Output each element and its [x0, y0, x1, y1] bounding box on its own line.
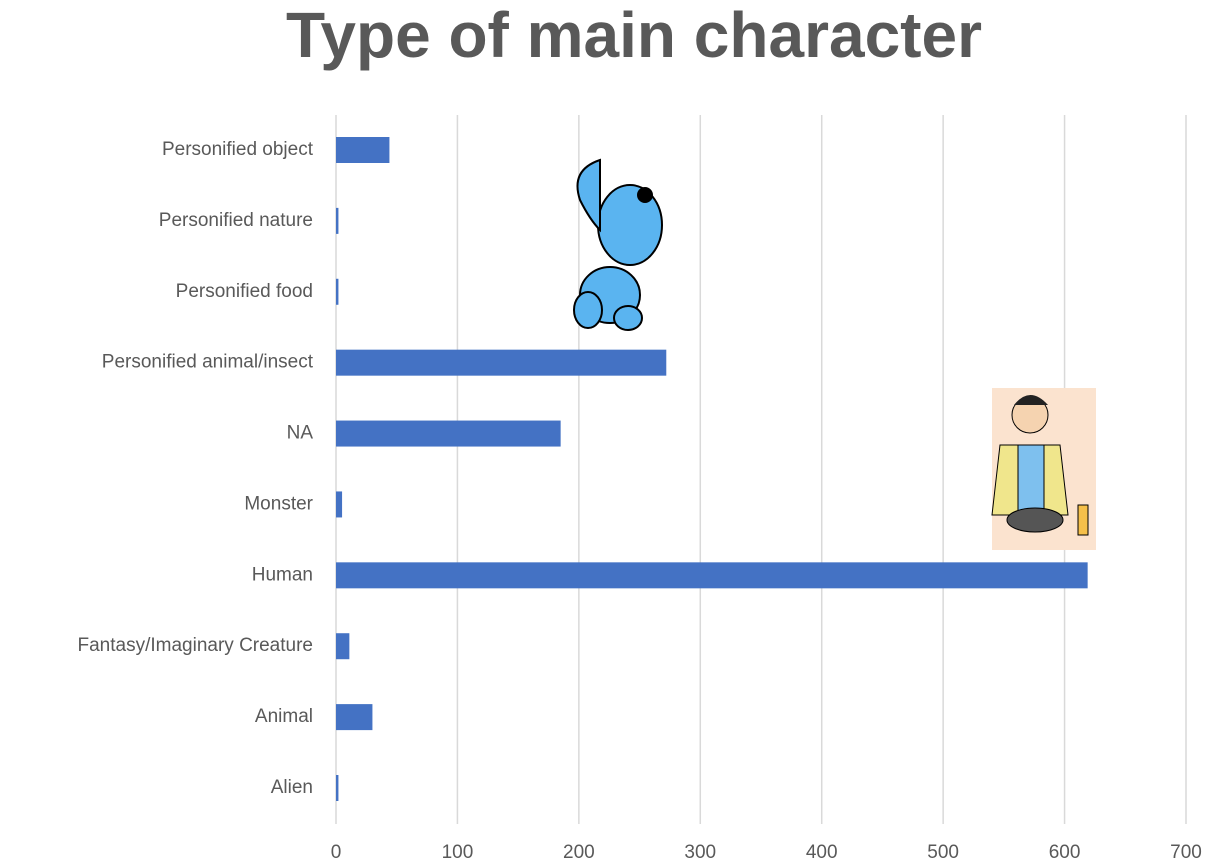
- chart-title: Type of main character: [286, 0, 982, 71]
- x-tick-label: 0: [331, 842, 342, 863]
- y-tick-label: Personified food: [176, 281, 313, 302]
- y-tick-label: Personified nature: [159, 210, 313, 231]
- bar: [336, 633, 350, 660]
- x-tick-label: 700: [1170, 842, 1202, 863]
- bar: [336, 562, 1088, 589]
- bar: [336, 137, 390, 163]
- x-tick-label: 300: [684, 842, 716, 863]
- y-tick-label: Monster: [244, 493, 313, 514]
- bars: Alien Animal Fantasy/Imaginary Creature Hum…: [78, 137, 1088, 801]
- bar: [336, 278, 339, 305]
- bar: [336, 349, 667, 376]
- y-tick-label: Human: [252, 564, 313, 585]
- bar: [336, 704, 373, 731]
- bar: [336, 420, 561, 447]
- y-tick-label: Alien: [271, 777, 313, 798]
- y-tick-label: Personified object: [162, 139, 314, 160]
- x-tick-label: 600: [1049, 842, 1081, 863]
- x-tick-label: 200: [563, 842, 595, 863]
- y-tick-label: Animal: [255, 706, 313, 727]
- bar: [336, 775, 339, 801]
- bar: [336, 207, 339, 234]
- x-tick-label: 500: [927, 842, 959, 863]
- y-tick-label: Fantasy/Imaginary Creature: [78, 635, 314, 656]
- grid: 0 100 200 300 400 500 600 700: [331, 115, 1202, 863]
- y-tick-label: Personified animal/insect: [102, 352, 314, 373]
- cook-clipart: [991, 388, 1096, 550]
- x-tick-label: 400: [806, 842, 838, 863]
- bar: [336, 491, 343, 518]
- y-tick-label: NA: [287, 423, 314, 444]
- x-tick-label: 100: [442, 842, 474, 863]
- dog-clipart: [573, 158, 663, 331]
